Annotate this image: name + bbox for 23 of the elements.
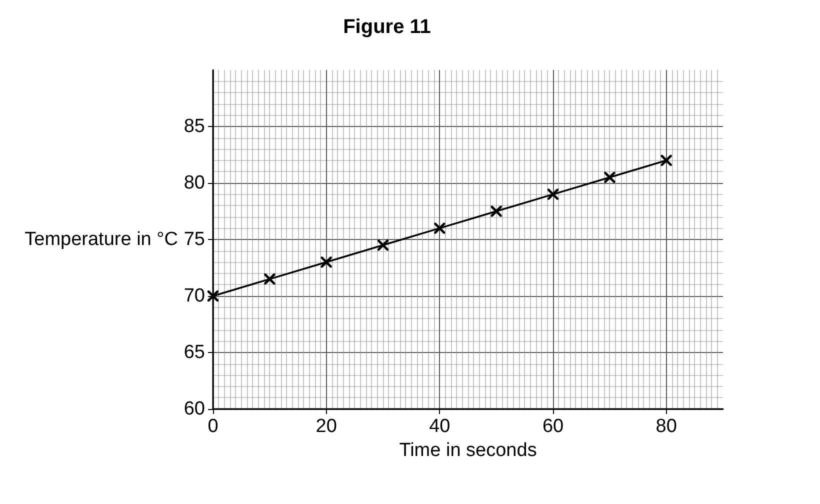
chart-title: Figure 11 (343, 16, 431, 38)
point (378, 240, 388, 251)
x-axis-title: Time in seconds (399, 440, 537, 461)
x-tick-label: 40 (429, 416, 450, 437)
point (548, 188, 558, 200)
y-tick-label: 65 (184, 342, 205, 363)
y-tick-label: 60 (184, 398, 205, 420)
y-tick-label: 80 (184, 172, 205, 194)
y-axis-title: Temperature in °C (24, 229, 178, 250)
point (264, 274, 276, 285)
y-tick-label: 70 (184, 286, 205, 306)
point (208, 290, 218, 302)
point (660, 154, 672, 166)
point (490, 206, 502, 217)
y-tick-label: 85 (184, 116, 205, 137)
x-tick-label: 20 (316, 416, 337, 437)
point (604, 172, 616, 183)
y-tick-label: 75 (184, 229, 205, 250)
point (320, 256, 332, 268)
x-tick-label: 60 (542, 416, 564, 437)
x-tick-label: 0 (208, 416, 218, 437)
x-tick-label: 80 (656, 416, 677, 437)
point (434, 222, 446, 234)
